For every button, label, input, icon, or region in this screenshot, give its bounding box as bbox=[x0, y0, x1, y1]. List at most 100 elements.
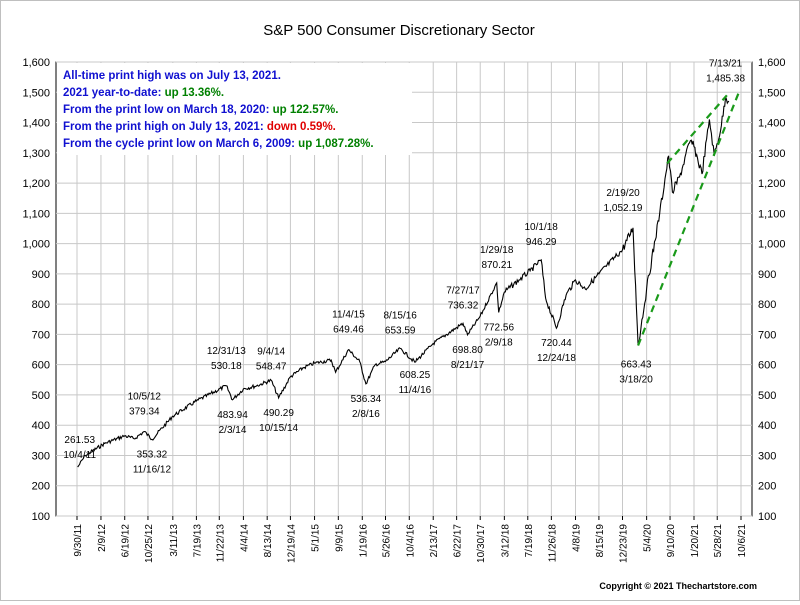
y-tick-label-right: 1,300 bbox=[758, 148, 786, 160]
note-line: From the cycle print low on March 6, 200… bbox=[63, 138, 374, 150]
y-tick-label-left: 200 bbox=[32, 481, 50, 493]
x-tick-label: 5/28/21 bbox=[713, 524, 724, 558]
x-tick-label: 8/15/19 bbox=[595, 524, 606, 558]
y-tick-label-left: 500 bbox=[32, 390, 50, 402]
x-tick-label: 10/6/21 bbox=[737, 524, 748, 558]
y-tick-label-left: 1,200 bbox=[22, 178, 50, 190]
annotation-label: 772.56 bbox=[483, 322, 514, 333]
annotation-label: 8/21/17 bbox=[451, 360, 485, 371]
annotation-label: 1,052.19 bbox=[604, 203, 643, 214]
y-tick-label-right: 1,000 bbox=[758, 239, 786, 251]
y-tick-label-right: 100 bbox=[758, 511, 776, 523]
x-tick-label: 12/19/14 bbox=[286, 524, 297, 563]
trendline bbox=[637, 88, 742, 346]
x-tick-label: 5/26/16 bbox=[381, 524, 392, 558]
x-tick-label: 2/13/17 bbox=[429, 524, 440, 558]
x-tick-label: 11/26/18 bbox=[547, 524, 558, 563]
annotation-label: 2/19/20 bbox=[606, 188, 640, 199]
annotation-label: 870.21 bbox=[481, 260, 512, 271]
note-line: All-time print high was on July 13, 2021… bbox=[63, 70, 281, 82]
series bbox=[77, 96, 730, 468]
annotation-label: 9/4/14 bbox=[257, 346, 285, 357]
x-tick-label: 4/4/14 bbox=[239, 524, 250, 552]
x-tick-label: 10/25/12 bbox=[144, 524, 155, 563]
x-tick-label: 12/23/19 bbox=[618, 524, 629, 563]
annotation-label: 946.29 bbox=[526, 237, 557, 248]
x-tick-label: 10/4/16 bbox=[405, 524, 416, 558]
annotation-label: 12/24/18 bbox=[537, 353, 576, 364]
annotation-label: 10/4/11 bbox=[63, 450, 96, 461]
note-line: From the print low on March 18, 2020: up… bbox=[63, 104, 338, 116]
annotation-label: 720.44 bbox=[541, 338, 572, 349]
annotation-label: 353.32 bbox=[137, 449, 168, 460]
y-tick-label-left: 400 bbox=[32, 420, 50, 432]
series-line bbox=[77, 96, 730, 468]
annotation-label: 536.34 bbox=[351, 394, 382, 405]
annotation-label: 1,485.38 bbox=[706, 74, 745, 85]
y-tick-label-right: 400 bbox=[758, 420, 776, 432]
x-tick-label: 2/9/12 bbox=[97, 524, 108, 552]
y-tick-label-right: 1,500 bbox=[758, 87, 786, 99]
annotation-label: 490.29 bbox=[263, 408, 294, 419]
annotation-label: 12/31/13 bbox=[207, 346, 246, 357]
annotation-label: 663.43 bbox=[621, 359, 652, 370]
annotation-label: 3/18/20 bbox=[619, 374, 653, 385]
trendline bbox=[666, 94, 728, 165]
y-tick-label-right: 900 bbox=[758, 269, 776, 281]
annotation-label: 7/27/17 bbox=[446, 285, 480, 296]
x-tick-label: 5/4/20 bbox=[643, 524, 654, 552]
x-tick-label: 3/11/13 bbox=[169, 524, 180, 557]
annotation-label: 530.18 bbox=[211, 361, 242, 372]
y-tick-label-left: 300 bbox=[32, 450, 50, 462]
annotation-label: 649.46 bbox=[333, 325, 364, 336]
x-tick-label: 6/19/12 bbox=[121, 524, 132, 558]
annotation-label: 698.80 bbox=[452, 345, 483, 356]
notes-box: All-time print high was on July 13, 2021… bbox=[57, 63, 412, 155]
y-tick-label-left: 1,500 bbox=[22, 87, 50, 99]
y-tick-label-right: 300 bbox=[758, 450, 776, 462]
y-tick-label-left: 1,100 bbox=[22, 208, 50, 220]
copyright-text: Copyright © 2021 Thechartstore.com bbox=[599, 581, 757, 591]
y-tick-label-left: 1,300 bbox=[22, 148, 50, 160]
y-tick-label-left: 600 bbox=[32, 360, 50, 372]
annotation-label: 548.47 bbox=[256, 361, 287, 372]
x-tick-label: 7/19/18 bbox=[524, 524, 535, 558]
annotations: 261.53 10/4/11 10/5/12 379.34 353.32 11/16/12… bbox=[63, 59, 745, 476]
x-tick-label: 8/13/14 bbox=[263, 524, 274, 558]
annotation-label: 608.25 bbox=[400, 370, 431, 381]
x-tick-label: 6/22/17 bbox=[453, 524, 464, 558]
x-tick-label: 10/30/17 bbox=[476, 524, 487, 563]
annotation-label: 11/16/12 bbox=[133, 464, 172, 475]
annotation-label: 653.59 bbox=[385, 325, 416, 336]
x-tick-label: 5/1/15 bbox=[311, 524, 322, 552]
y-tick-label-right: 200 bbox=[758, 481, 776, 493]
annotation-label: 11/4/16 bbox=[399, 385, 432, 396]
y-tick-label-left: 700 bbox=[32, 329, 50, 341]
y-tick-label-right: 1,400 bbox=[758, 118, 786, 130]
x-tick-label: 7/19/13 bbox=[192, 524, 203, 558]
y-tick-label-left: 1,000 bbox=[22, 239, 50, 251]
y-axis-left: 100 200 300 400 500 600 700 800 900 1,000 1,100 1,2… bbox=[22, 57, 50, 523]
note-line: 2021 year-to-date: up 13.36%. bbox=[63, 87, 224, 99]
annotation-label: 10/5/12 bbox=[128, 391, 162, 402]
annotation-label: 8/15/16 bbox=[384, 310, 418, 321]
annotation-label: 10/15/14 bbox=[259, 423, 298, 434]
x-tick-label: 4/8/19 bbox=[571, 524, 582, 552]
x-tick-label: 3/12/18 bbox=[500, 524, 511, 558]
x-tick-label: 9/30/11 bbox=[73, 524, 84, 557]
y-tick-label-right: 1,600 bbox=[758, 57, 786, 69]
annotation-label: 379.34 bbox=[129, 406, 160, 417]
y-tick-label-left: 900 bbox=[32, 269, 50, 281]
annotation-label: 11/4/15 bbox=[332, 310, 365, 321]
y-tick-label-right: 800 bbox=[758, 299, 776, 311]
y-tick-label-left: 1,400 bbox=[22, 118, 50, 130]
annotation-label: 2/8/16 bbox=[352, 409, 380, 420]
annotation-label: 2/3/14 bbox=[219, 425, 247, 436]
trendlines bbox=[637, 88, 742, 346]
annotation-label: 7/13/21 bbox=[709, 59, 743, 70]
annotation-label: 2/9/18 bbox=[485, 337, 513, 348]
x-tick-label: 1/20/21 bbox=[690, 524, 701, 558]
x-tick-label: 11/22/13 bbox=[215, 524, 226, 563]
